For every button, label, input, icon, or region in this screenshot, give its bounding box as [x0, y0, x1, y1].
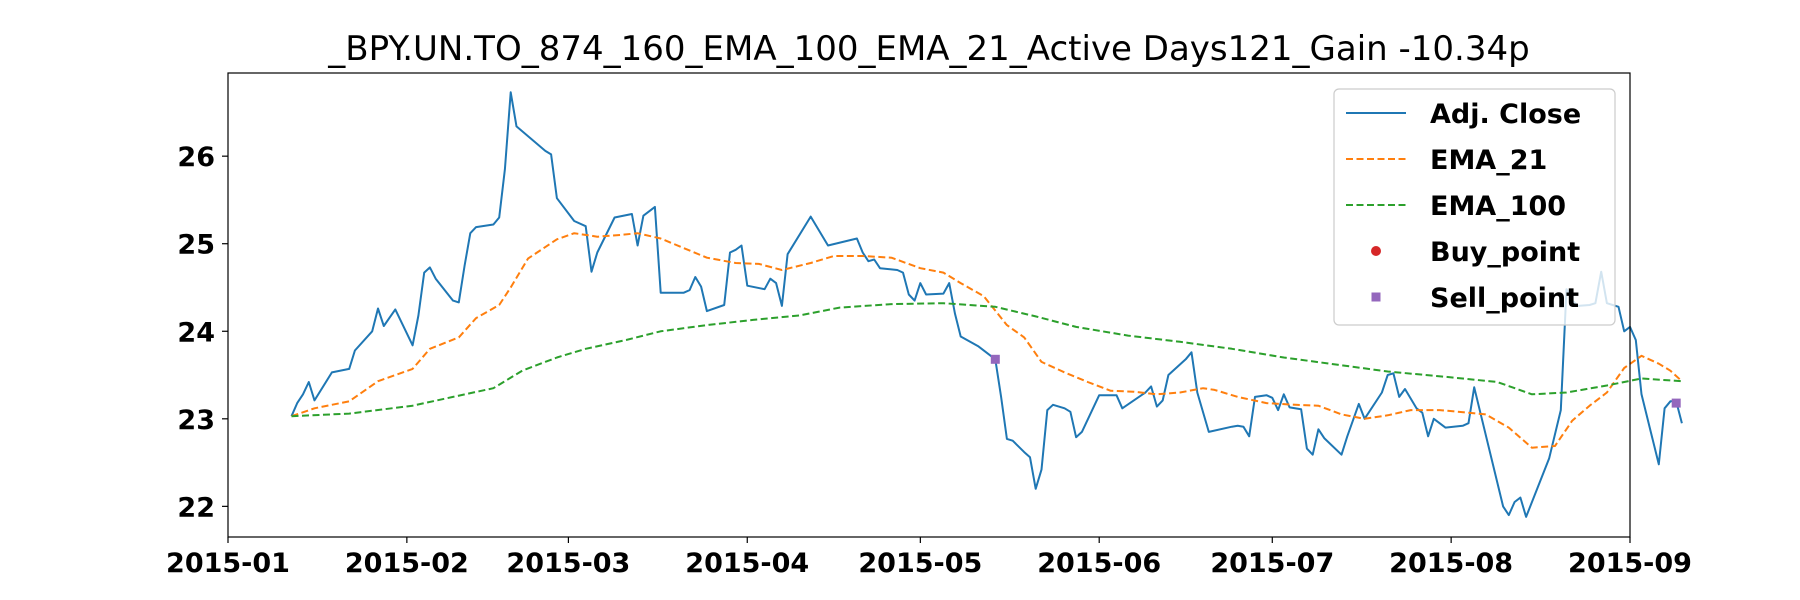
x-tick-label: 2015-01: [166, 548, 290, 579]
series-line-ema-100: [291, 302, 1682, 418]
legend-sell-point-label: Sell_point: [1430, 283, 1579, 314]
x-tick-label: 2015-03: [506, 548, 630, 579]
y-tick-label: 24: [177, 317, 215, 348]
legend-buy-point-label: Buy_point: [1430, 237, 1580, 268]
chart-title: _BPY.UN.TO_874_160_EMA_100_EMA_21_Active…: [327, 29, 1529, 69]
x-tick-label: 2015-09: [1568, 548, 1692, 579]
legend: Adj. Close EMA_21 EMA_100 Buy_point Sell_poi…: [1333, 88, 1616, 326]
series-line-ema-21: [291, 232, 1683, 449]
y-tick-label: 26: [177, 142, 215, 173]
x-tick-label: 2015-04: [685, 548, 809, 579]
plot-frame: [227, 72, 1631, 538]
x-tick-label: 2015-06: [1037, 548, 1161, 579]
x-tick-label: 2015-08: [1389, 548, 1513, 579]
x-tick-label: 2015-02: [345, 548, 469, 579]
x-tick-label: 2015-07: [1210, 548, 1334, 579]
legend-ema-100-label: EMA_100: [1430, 191, 1566, 222]
series-line-adj-close: [290, 91, 1683, 518]
sell-point-marker: [990, 354, 1000, 364]
y-tick-label: 23: [177, 405, 215, 436]
y-tick-label: 25: [177, 230, 215, 261]
legend-ema-21-label: EMA_21: [1430, 145, 1547, 176]
legend-adj-close-label: Adj. Close: [1430, 99, 1581, 130]
y-tick-label: 22: [177, 492, 215, 523]
legend-sell-point-swatch: [1371, 292, 1381, 302]
legend-box: [1333, 88, 1616, 326]
x-tick-label: 2015-05: [858, 548, 982, 579]
plot-area: [290, 91, 1683, 518]
axes: 2015-01 2015-02 2015-03 2015-04 2015-05 2015-…: [166, 142, 1692, 579]
sell-point-marker: [1671, 398, 1681, 408]
legend-buy-point-swatch: [1371, 246, 1381, 256]
